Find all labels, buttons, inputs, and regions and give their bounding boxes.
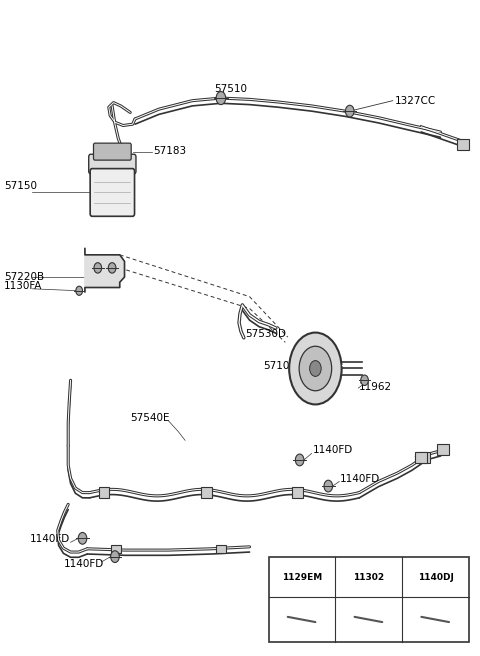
Text: 1129EM: 1129EM — [282, 573, 322, 581]
Circle shape — [310, 361, 321, 377]
FancyBboxPatch shape — [90, 169, 134, 216]
Circle shape — [78, 533, 87, 544]
Text: 1130FA: 1130FA — [4, 281, 42, 291]
Circle shape — [289, 333, 342, 405]
Text: 57150: 57150 — [4, 181, 37, 191]
Text: 57183: 57183 — [153, 146, 186, 156]
Bar — [99, 487, 109, 498]
Circle shape — [361, 375, 368, 386]
Text: 11962: 11962 — [360, 382, 393, 392]
FancyBboxPatch shape — [89, 154, 136, 174]
Bar — [457, 138, 469, 150]
Text: 57540E: 57540E — [130, 413, 170, 422]
Circle shape — [354, 611, 360, 621]
Text: 1140FD: 1140FD — [312, 445, 353, 455]
Circle shape — [295, 454, 304, 466]
Bar — [418, 452, 430, 462]
Text: 57510: 57510 — [214, 83, 247, 94]
Bar — [111, 544, 120, 553]
FancyBboxPatch shape — [94, 143, 131, 160]
Bar — [269, 557, 469, 642]
Circle shape — [108, 262, 116, 273]
Bar — [415, 452, 427, 462]
Bar — [201, 487, 212, 498]
Circle shape — [111, 551, 119, 562]
Text: 1140FD: 1140FD — [63, 559, 104, 569]
Text: 1327CC: 1327CC — [395, 96, 436, 106]
Circle shape — [324, 480, 333, 492]
Polygon shape — [85, 249, 124, 292]
Circle shape — [216, 92, 226, 104]
Bar — [216, 544, 226, 553]
Text: 57530D: 57530D — [245, 329, 286, 339]
Text: 11302: 11302 — [353, 573, 384, 581]
Circle shape — [287, 611, 293, 621]
Circle shape — [94, 262, 102, 273]
Circle shape — [299, 346, 332, 391]
Circle shape — [420, 611, 427, 621]
Text: 57220B: 57220B — [4, 272, 44, 281]
Bar — [292, 487, 302, 498]
Circle shape — [346, 105, 354, 117]
Bar — [437, 444, 449, 455]
Circle shape — [76, 286, 83, 295]
Text: 57100: 57100 — [263, 361, 296, 371]
Text: 1140FD: 1140FD — [340, 474, 381, 483]
Text: 1140DJ: 1140DJ — [418, 573, 454, 581]
Text: 1140FD: 1140FD — [30, 534, 70, 544]
